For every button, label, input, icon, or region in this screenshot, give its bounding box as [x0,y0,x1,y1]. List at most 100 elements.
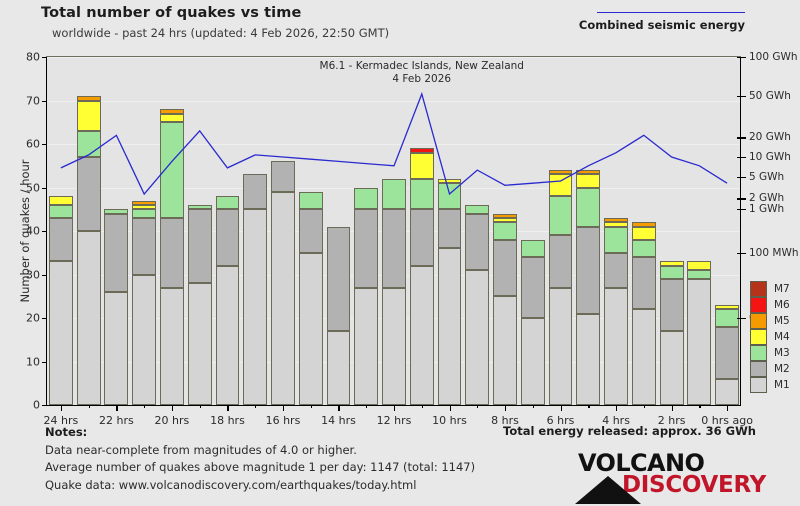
y-axis-tick-mark [42,231,47,233]
x-axis-tick-mark [171,405,174,411]
bar-column[interactable] [159,57,184,405]
bar-segment-m1 [520,318,545,405]
x-axis-tick-mark [449,405,451,411]
x-axis-tick-mark [60,405,63,411]
bar-segment-m3 [631,239,656,258]
notes-block: Notes: Data near-complete from magnitude… [45,424,475,494]
bar-segment-m2 [104,213,129,292]
bar-column[interactable] [298,57,323,405]
bar-column[interactable] [215,57,240,405]
bar-column[interactable] [520,57,545,405]
bar-column[interactable] [687,57,712,405]
bar-segment-m2 [326,226,351,332]
legend-swatch [750,345,767,361]
x-axis-tick-label: 12 hrs [376,414,412,427]
bar-segment-m2 [437,209,462,249]
legend-item-m7[interactable]: M7 [750,281,790,297]
bar-column[interactable] [604,57,628,405]
bar-column[interactable] [631,57,656,405]
bar-segment-m1 [687,278,712,405]
y-axis-tick-label: 70 [26,94,40,107]
plot-top-border [46,56,741,57]
bar-column[interactable] [576,57,601,405]
bar-segment-m1 [493,296,517,405]
bar-column[interactable] [354,57,379,405]
x-axis-tick-label: 22 hrs [99,414,134,427]
right-axis-tick-mark [737,137,746,139]
bar-column[interactable] [715,57,740,405]
bar-segment-m3 [409,178,434,210]
bar-segment-m2 [631,257,656,310]
bar-segment-m4 [548,174,573,197]
bar-segment-m1 [715,378,740,405]
bar-column[interactable] [437,57,462,405]
bar-segment-m3 [159,122,184,218]
bar-segment-m2 [520,257,545,318]
y-axis-tick-mark [42,405,47,407]
legend-item-m5[interactable]: M5 [750,313,790,329]
bar-column[interactable] [465,57,490,405]
note-line-3[interactable]: Quake data: www.volcanodiscovery.com/ear… [45,477,417,492]
bar-segment-m3 [548,196,573,236]
legend-item-m3[interactable]: M3 [750,345,790,361]
legend-label: M2 [774,363,790,375]
x-axis-minor-tick [88,405,90,408]
bar-column[interactable] [493,57,517,405]
right-axis-tick-label: 100 GWh [749,51,798,63]
bar-segment-m2 [298,209,323,253]
x-axis-tick-label: 14 hrs [321,414,356,427]
bar-segment-m4 [48,196,73,205]
x-axis-tick-mark [560,405,562,411]
bar-column[interactable] [132,57,157,405]
x-axis-tick-label: 0 hrs ago [701,414,753,427]
y-axis-tick-label: 40 [26,224,40,238]
x-axis-tick-mark [505,405,507,411]
x-axis-minor-tick [588,405,590,408]
legend-item-m4[interactable]: M4 [750,329,790,345]
legend-item-m6[interactable]: M6 [750,297,790,313]
bar-column[interactable] [409,57,434,405]
bar-segment-m4 [493,217,517,223]
bar-column[interactable] [548,57,573,405]
bar-segment-m3 [520,239,545,258]
x-axis-tick-mark [727,405,729,411]
notes-heading: Notes: [45,425,88,439]
bar-column[interactable] [243,57,268,405]
right-axis-tick-mark [737,209,746,211]
legend-item-m2[interactable]: M2 [750,361,790,377]
bar-segment-m2 [409,209,434,266]
x-axis-tick-label: 24 hrs [43,414,79,427]
legend-label: M7 [774,283,790,295]
page-subtitle: worldwide - past 24 hrs (updated: 4 Feb … [52,26,390,40]
bar-column[interactable] [104,57,129,405]
bar-column[interactable] [271,57,295,405]
bar-segment-m3 [493,222,517,240]
bar-column[interactable] [659,57,684,405]
legend-item-m1[interactable]: M1 [750,377,790,393]
energy-legend-label: Combined seismic energy [578,18,745,32]
bar-column[interactable] [326,57,351,405]
y-axis-tick-mark [42,100,47,102]
bar-segment-m1 [271,191,295,405]
bar-segment-m1 [215,265,240,405]
y-axis-tick-mark [42,144,47,146]
volcanodiscovery-logo[interactable]: VOLCANO DISCOVERY [575,451,766,504]
bar-segment-m1 [631,309,656,405]
x-axis-minor-tick [477,405,479,408]
seismic-energy-line [60,91,728,196]
right-axis-tick-mark [737,96,746,98]
bar-column[interactable] [48,57,73,405]
bar-column[interactable] [76,57,101,405]
bar-column[interactable] [382,57,406,405]
bar-segment-m4 [437,178,462,184]
y-axis-tick-label: 20 [26,311,40,325]
bar-column[interactable] [187,57,212,405]
bar-segment-m1 [409,265,434,405]
bar-segment-m6 [409,148,434,153]
right-axis-tick-label: 100 MWh [749,246,799,259]
y-axis-tick-label: 10 [26,355,40,368]
bar-segment-m5 [493,213,517,218]
legend-swatch [750,329,767,345]
bar-segment-m1 [382,287,406,405]
legend-swatch [750,313,767,329]
